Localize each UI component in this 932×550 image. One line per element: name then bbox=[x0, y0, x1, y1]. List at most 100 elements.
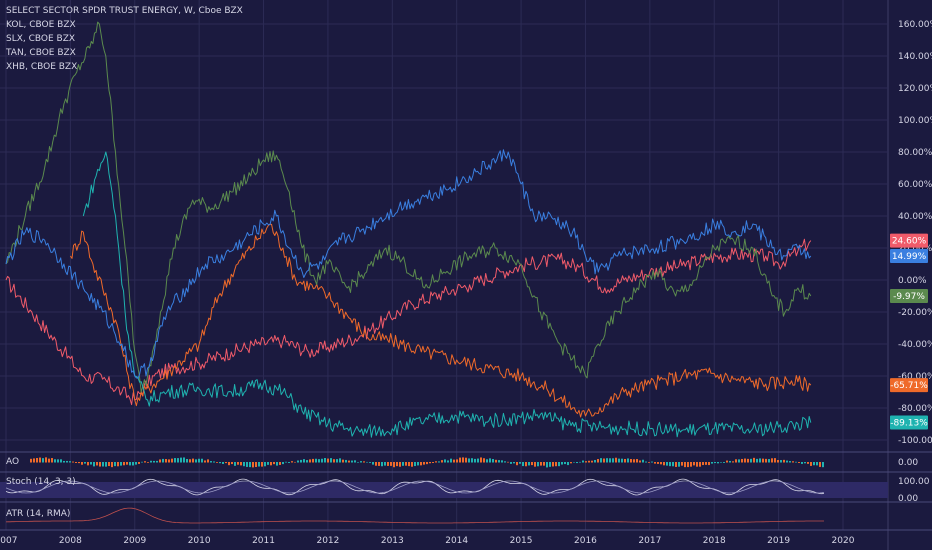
ao-bar bbox=[348, 460, 350, 463]
ao-bar bbox=[726, 460, 728, 463]
ao-bar bbox=[273, 462, 275, 465]
ao-bar bbox=[243, 462, 245, 467]
ao-bar bbox=[483, 458, 485, 463]
y-tick-label: 0.00% bbox=[898, 276, 927, 286]
x-tick-label: 2009 bbox=[123, 536, 146, 546]
ao-bar bbox=[549, 462, 551, 467]
x-tick-label: 2017 bbox=[638, 536, 661, 546]
last-value-badge-xle bbox=[890, 233, 928, 248]
ao-bar bbox=[684, 462, 686, 468]
x-tick-label: 2015 bbox=[510, 536, 533, 546]
y-tick-label: -60.00% bbox=[898, 372, 932, 382]
ao-bar bbox=[651, 461, 653, 463]
ao-bar bbox=[807, 462, 809, 464]
ao-bar bbox=[375, 462, 377, 466]
ao-bar bbox=[558, 462, 560, 467]
ao-bar bbox=[723, 462, 725, 463]
ao-bar bbox=[168, 459, 170, 463]
ao-bar bbox=[138, 462, 140, 464]
ao-bar bbox=[228, 462, 230, 466]
ao-bar bbox=[189, 459, 191, 463]
last-value-label-slx: -9.97% bbox=[893, 292, 925, 302]
ao-bar bbox=[315, 458, 317, 463]
ao-bar bbox=[822, 462, 824, 468]
ao-bar bbox=[156, 460, 158, 463]
atr-line bbox=[5, 507, 824, 524]
ao-bar bbox=[96, 462, 98, 466]
ao-bar bbox=[456, 459, 458, 463]
ao-bar bbox=[288, 462, 290, 463]
ao-bar bbox=[699, 462, 701, 467]
ao-bar bbox=[735, 459, 737, 463]
ao-bar bbox=[540, 462, 542, 466]
ao-bar bbox=[222, 462, 224, 464]
ao-bar bbox=[729, 460, 731, 463]
ao-bar bbox=[93, 462, 95, 467]
chart-title: SELECT SECTOR SPDR TRUST ENERGY, W, Cboe… bbox=[6, 6, 243, 16]
ao-bar bbox=[405, 462, 407, 466]
ao-bar bbox=[756, 458, 758, 463]
ao-bar bbox=[609, 458, 611, 463]
ao-bar bbox=[363, 461, 365, 463]
last-value-label-tan: -89.13% bbox=[890, 419, 928, 429]
ao-bar bbox=[504, 461, 506, 463]
ao-bar bbox=[129, 462, 131, 466]
ao-bar bbox=[582, 460, 584, 463]
ao-bar bbox=[444, 459, 446, 463]
x-tick-label: 2013 bbox=[381, 536, 404, 546]
ao-bar bbox=[99, 462, 101, 467]
ao-bar bbox=[123, 462, 125, 466]
ao-bar bbox=[87, 462, 89, 466]
ao-bar bbox=[357, 462, 359, 463]
ao-bar bbox=[459, 457, 461, 463]
ao-bar bbox=[672, 462, 674, 467]
ao-bar bbox=[309, 459, 311, 463]
ao-bar bbox=[192, 458, 194, 463]
ao-bar bbox=[306, 460, 308, 463]
ao-bar bbox=[69, 461, 71, 463]
x-tick-label: 2014 bbox=[445, 536, 468, 546]
ao-bar bbox=[195, 459, 197, 463]
ao-bar bbox=[624, 458, 626, 463]
ao-bar bbox=[276, 462, 278, 466]
ao-bar bbox=[423, 462, 425, 465]
last-value-label-xle: 24.60% bbox=[892, 237, 927, 247]
ao-bar bbox=[606, 458, 608, 463]
ao-bar bbox=[147, 462, 149, 463]
ao-bar bbox=[477, 458, 479, 463]
ao-bar bbox=[657, 462, 659, 464]
ao-bar bbox=[468, 458, 470, 463]
atr-label: ATR (14, RMA) bbox=[6, 509, 71, 519]
ao-bar bbox=[432, 462, 434, 463]
ao-bar bbox=[78, 462, 80, 464]
ao-bar bbox=[597, 459, 599, 463]
last-value-labels: 24.60% -65.71% -9.97% -89.13% 14.99% bbox=[890, 233, 928, 430]
ao-bar bbox=[360, 461, 362, 463]
ao-bar bbox=[450, 458, 452, 463]
ao-bar bbox=[318, 459, 320, 463]
ao-bar bbox=[564, 462, 566, 465]
ao-bar bbox=[354, 460, 356, 463]
stoch-label: Stoch (14, 3, 3) bbox=[6, 477, 76, 487]
ao-bar bbox=[576, 462, 578, 464]
series-line-tan bbox=[82, 151, 812, 438]
ao-bar bbox=[132, 462, 134, 466]
ao-bar bbox=[51, 458, 53, 463]
ao-bar bbox=[708, 462, 710, 466]
ao-bar bbox=[381, 462, 383, 467]
y-tick-label: 100.00% bbox=[898, 116, 932, 126]
ao-bar bbox=[213, 461, 215, 463]
ao-bar bbox=[585, 461, 587, 463]
ao-bar bbox=[771, 458, 773, 463]
ao-bar bbox=[216, 462, 218, 463]
ao-bar bbox=[660, 462, 662, 465]
last-value-badge-slx bbox=[890, 289, 928, 303]
ao-bar bbox=[531, 462, 533, 466]
ao-bar bbox=[783, 459, 785, 463]
ao-bar bbox=[270, 462, 272, 466]
ao-bar bbox=[198, 458, 200, 463]
ao-bar bbox=[408, 462, 410, 467]
ao-bar bbox=[105, 462, 107, 467]
ao-bar bbox=[237, 462, 239, 465]
